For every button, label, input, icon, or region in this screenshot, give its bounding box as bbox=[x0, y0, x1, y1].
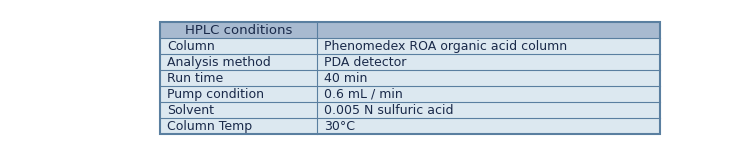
Text: Solvent: Solvent bbox=[167, 104, 214, 117]
Text: Phenomedex ROA organic acid column: Phenomedex ROA organic acid column bbox=[324, 40, 568, 53]
Text: Column: Column bbox=[167, 40, 214, 53]
Text: HPLC conditions: HPLC conditions bbox=[185, 24, 293, 37]
Text: Run time: Run time bbox=[167, 72, 223, 85]
Text: Analysis method: Analysis method bbox=[167, 56, 271, 69]
Text: PDA detector: PDA detector bbox=[324, 56, 407, 69]
Text: 0.005 N sulfuric acid: 0.005 N sulfuric acid bbox=[324, 104, 453, 117]
Text: Pump condition: Pump condition bbox=[167, 88, 264, 101]
Text: 40 min: 40 min bbox=[324, 72, 368, 85]
Text: 30°C: 30°C bbox=[324, 120, 356, 133]
Text: 0.6 mL / min: 0.6 mL / min bbox=[324, 88, 403, 101]
Text: Column Temp: Column Temp bbox=[167, 120, 252, 133]
